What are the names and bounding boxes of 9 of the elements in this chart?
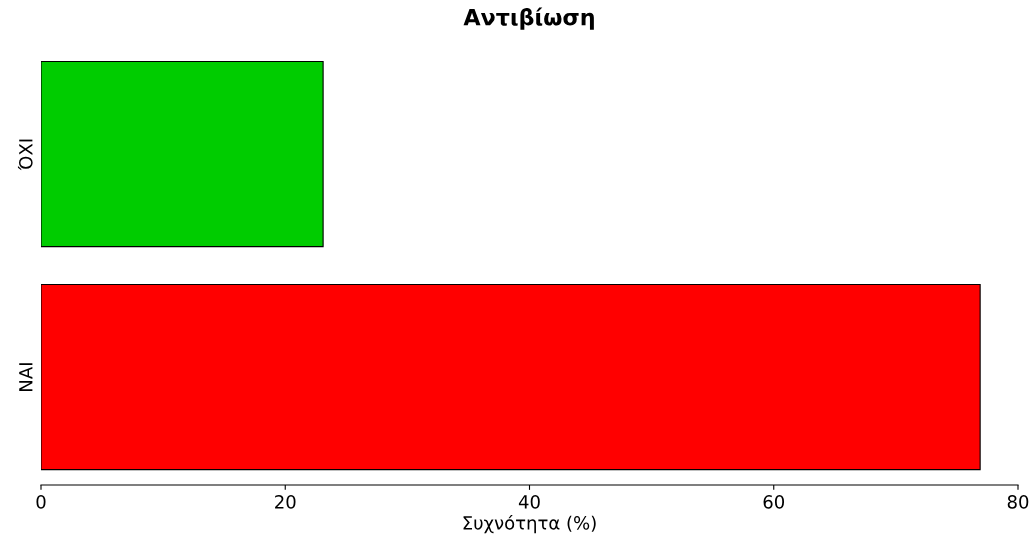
x-tick-label: 60 [763,495,785,509]
x-tick-label: 40 [518,495,540,509]
chart-title: Αντιβίωση [463,7,594,30]
x-tick-label: 80 [1007,495,1029,509]
x-tick-label: 20 [275,495,296,509]
y-tick-label: ΝΑΙ [19,363,33,391]
x-tick-label: 0 [36,495,46,509]
x-axis-title: Συχνότητα (%) [463,514,596,534]
y-tick-label: ΌΧΙ [17,139,33,171]
